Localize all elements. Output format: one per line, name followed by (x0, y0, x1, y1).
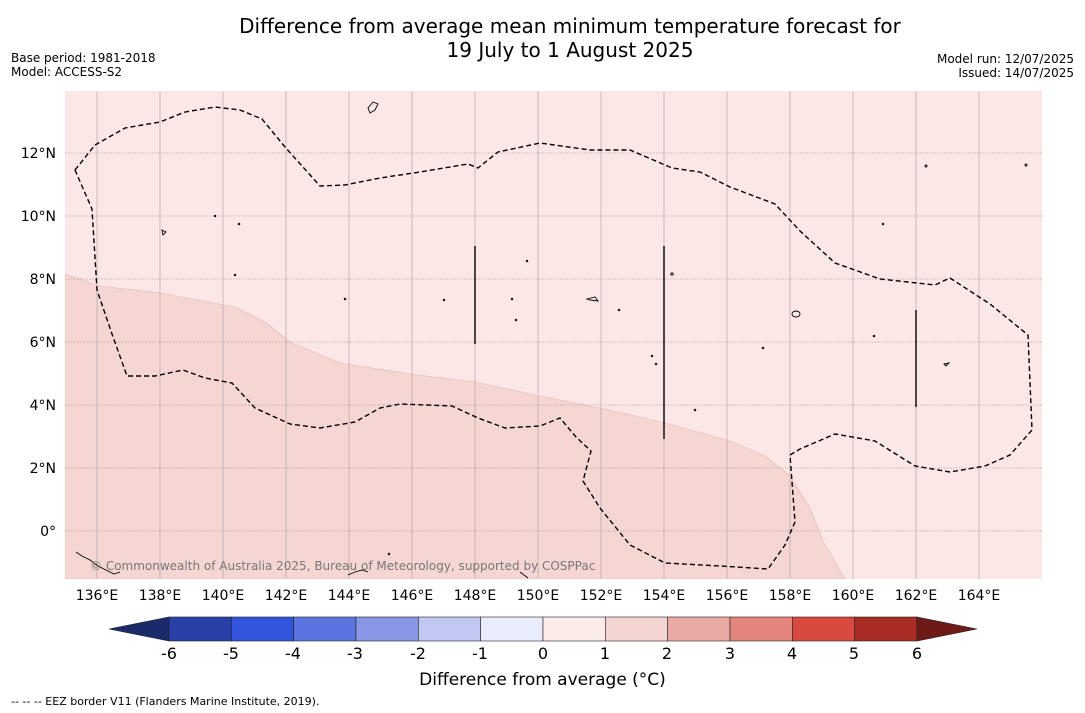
island-new-ireland (519, 571, 529, 579)
lat-label: 6°N (30, 335, 56, 351)
latitude-axis: 12°N 10°N 8°N 6°N 4°N 2°N 0° (21, 146, 56, 540)
title-line-1: Difference from average mean minimum tem… (239, 14, 901, 38)
lon-label: 158°E (769, 588, 812, 604)
chart-title: Difference from average mean minimum tem… (0, 14, 1085, 62)
colorbar-segment (854, 616, 918, 642)
colorbar-tick: -4 (285, 644, 301, 663)
lon-label: 162°E (895, 588, 938, 604)
lon-label: 142°E (265, 588, 308, 604)
lon-label: 140°E (202, 588, 245, 604)
colorbar-tick: 0 (537, 644, 549, 663)
island-palau (161, 229, 167, 236)
lon-label: 160°E (832, 588, 875, 604)
island-manus (347, 569, 369, 576)
colorbar-segment (792, 616, 855, 642)
base-period: Base period: 1981-2018 (11, 51, 156, 65)
colorbar-tick: 2 (661, 644, 673, 663)
meta-left: Base period: 1981-2018 Model: ACCESS-S2 (11, 51, 156, 79)
colorbar-segment (542, 616, 606, 642)
lon-label: 156°E (706, 588, 749, 604)
boundary-segments (474, 246, 917, 439)
lon-label: 150°E (517, 588, 560, 604)
colorbar-tick: 4 (786, 644, 798, 663)
lon-label: 164°E (958, 588, 1001, 604)
title-line-2: 19 July to 1 August 2025 (446, 38, 694, 62)
colorbar-extend-high (916, 616, 978, 642)
lat-label: 10°N (21, 209, 56, 225)
lon-label: 138°E (139, 588, 182, 604)
eez-footnote: -- -- -- EEZ border V11 (Flanders Marine… (11, 695, 320, 708)
islands (75, 101, 1028, 579)
colorbar-segment (231, 616, 294, 642)
lon-label: 144°E (328, 588, 371, 604)
lon-label: 146°E (391, 588, 434, 604)
lat-label: 2°N (30, 461, 56, 477)
model-run: Model run: 12/07/2025 (936, 52, 1074, 66)
colorbar-segment (480, 616, 544, 642)
lon-label: 154°E (643, 588, 686, 604)
colorbar-tick: -5 (223, 644, 239, 663)
colorbar-extend-low (108, 616, 170, 642)
issued-date: Issued: 14/07/2025 (958, 66, 1074, 80)
lat-label: 4°N (30, 398, 56, 414)
lon-label: 152°E (580, 588, 623, 604)
island-pohnpei (791, 310, 801, 318)
lat-label: 0° (40, 524, 56, 540)
meridians (96, 91, 980, 579)
lat-label: 8°N (30, 272, 56, 288)
colorbar-segment (418, 616, 481, 642)
colorbar-tick: -6 (161, 644, 177, 663)
colorbar-segment (168, 616, 232, 642)
colorbar-segment (667, 616, 731, 642)
colorbar-segment (293, 616, 357, 642)
colorbar (108, 616, 978, 642)
eez-borders (74, 106, 1033, 570)
model-name: Model: ACCESS-S2 (11, 65, 123, 79)
colorbar-segment (355, 616, 419, 642)
colorbar-tick: 3 (724, 644, 736, 663)
lat-label: 12°N (21, 146, 56, 162)
colorbar-segment (729, 616, 793, 642)
colorbar-tick: 5 (848, 644, 860, 663)
colorbar-tick: -3 (347, 644, 363, 663)
copyright-credit: © Commonwealth of Australia 2025, Bureau… (90, 559, 595, 573)
colorbar-tick: -1 (472, 644, 488, 663)
longitude-axis: 136°E 138°E 140°E 142°E 144°E 146°E 148°… (76, 588, 1001, 604)
lon-label: 148°E (454, 588, 497, 604)
colorbar-tick: 6 (911, 644, 923, 663)
meta-right: Model run: 12/07/2025 Issued: 14/07/2025 (937, 52, 1074, 80)
island-kosrae (943, 362, 951, 367)
island-chuuk (585, 296, 599, 302)
colorbar-tick: -2 (410, 644, 426, 663)
graticule (65, 152, 1042, 532)
colorbar-tick: 1 (599, 644, 611, 663)
colorbar-segment (605, 616, 668, 642)
lon-label: 136°E (76, 588, 119, 604)
island-new-guinea-coast (75, 551, 121, 575)
island-guam (367, 101, 379, 114)
eez-border-north (74, 106, 1033, 570)
colorbar-title: Difference from average (°C) (419, 670, 666, 690)
anomaly-region-1-2 (65, 273, 846, 579)
